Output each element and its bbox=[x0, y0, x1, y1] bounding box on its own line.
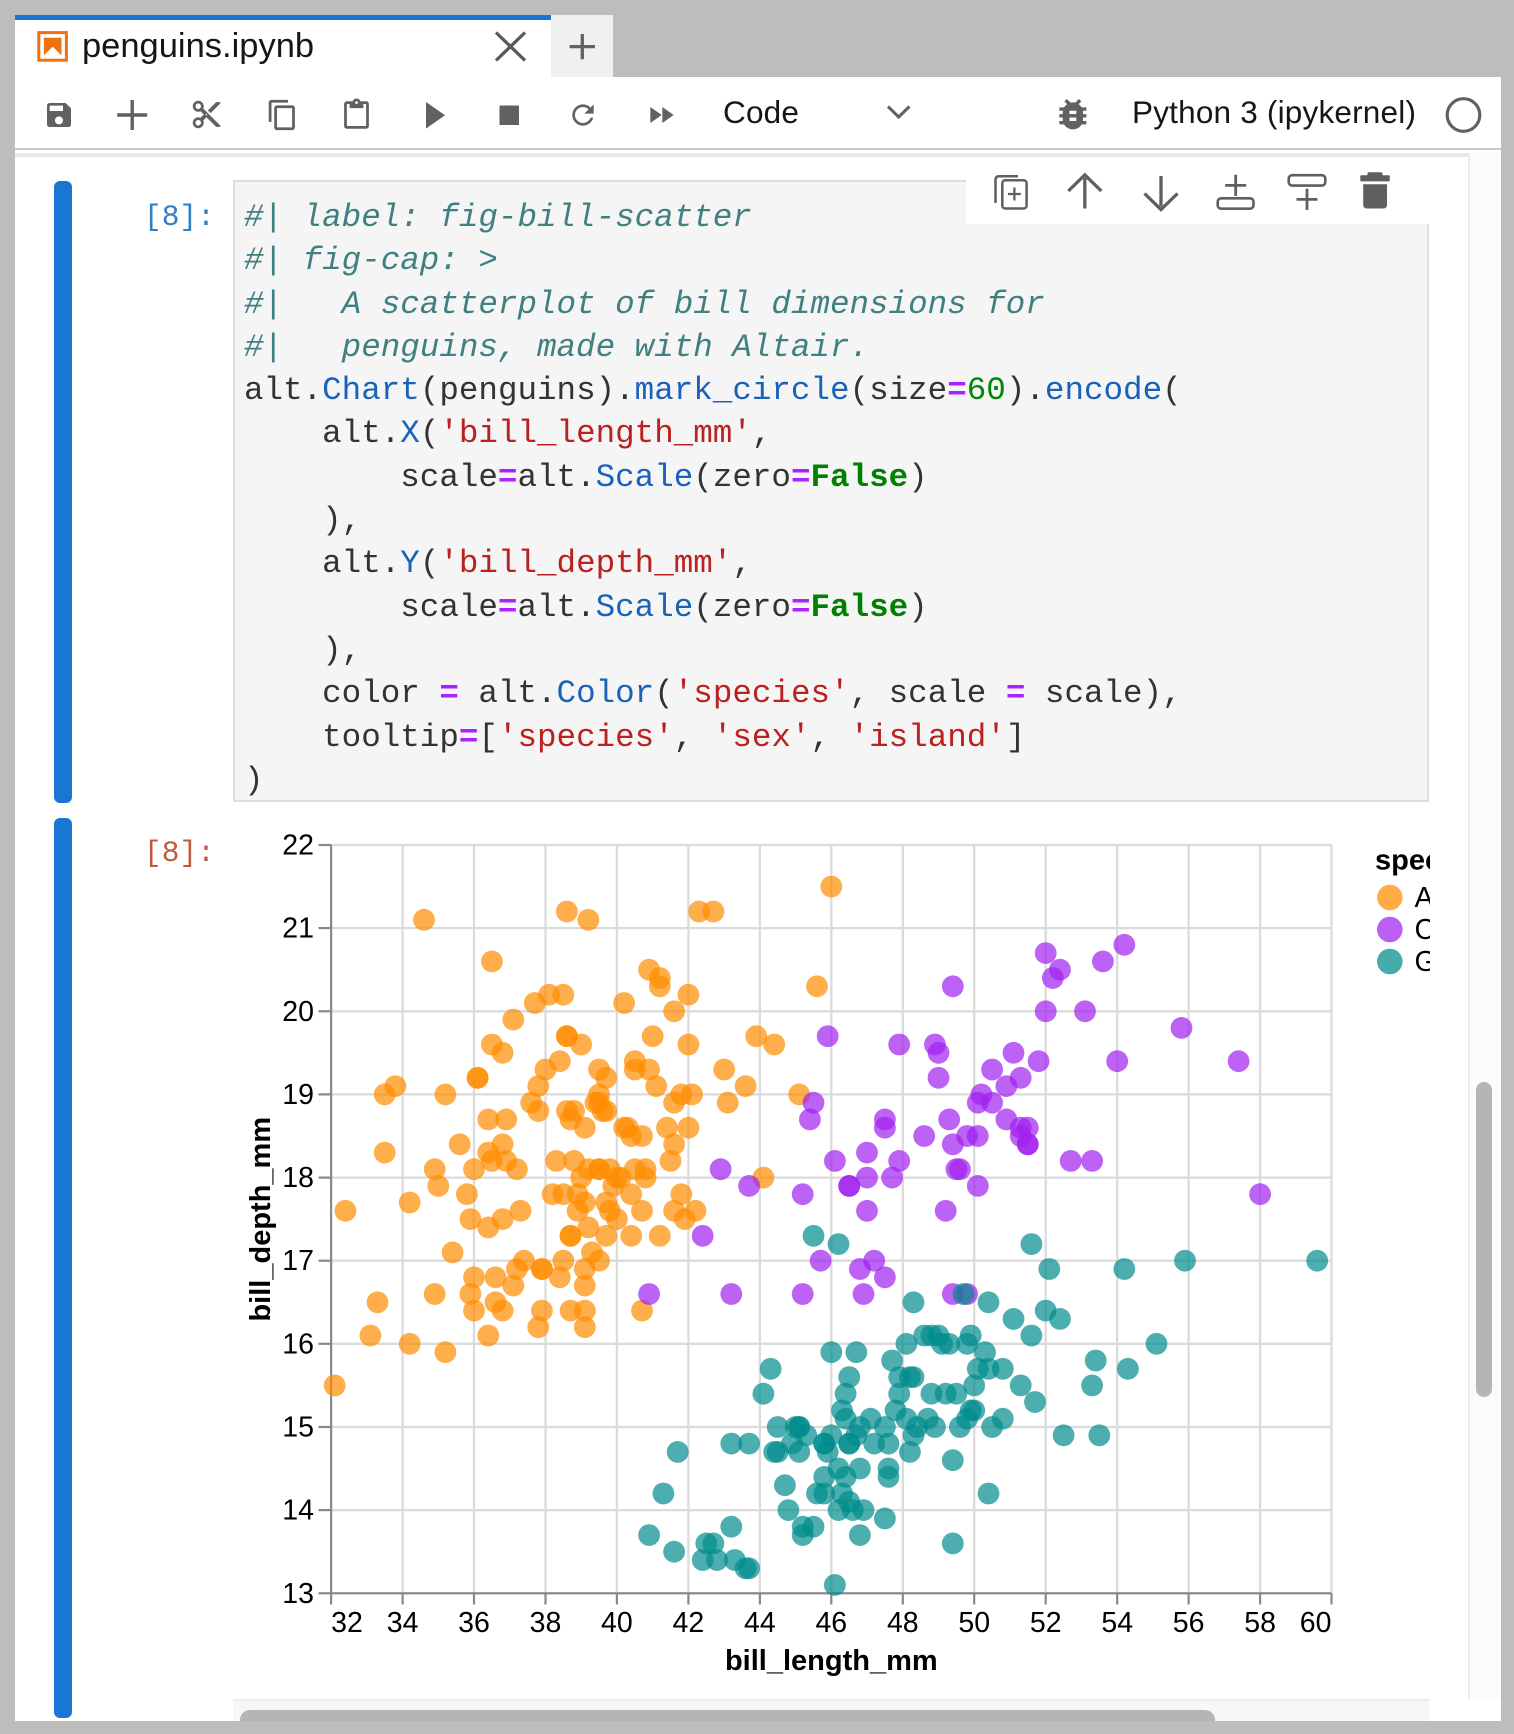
svg-text:15: 15 bbox=[282, 1412, 314, 1444]
svg-text:Chinstrap: Chinstrap bbox=[1415, 914, 1431, 946]
svg-text:44: 44 bbox=[744, 1607, 776, 1639]
svg-text:56: 56 bbox=[1173, 1607, 1205, 1639]
svg-text:58: 58 bbox=[1244, 1607, 1276, 1639]
svg-text:36: 36 bbox=[458, 1607, 490, 1639]
svg-text:Gentoo: Gentoo bbox=[1415, 946, 1431, 978]
svg-text:50: 50 bbox=[958, 1607, 990, 1639]
svg-text:16: 16 bbox=[282, 1328, 314, 1360]
svg-text:18: 18 bbox=[282, 1162, 314, 1194]
svg-text:bill_length_mm: bill_length_mm bbox=[725, 1645, 938, 1677]
svg-text:bill_depth_mm: bill_depth_mm bbox=[245, 1117, 277, 1322]
svg-text:34: 34 bbox=[387, 1607, 419, 1639]
svg-text:32: 32 bbox=[331, 1607, 363, 1639]
svg-text:21: 21 bbox=[282, 913, 314, 945]
svg-text:38: 38 bbox=[530, 1607, 562, 1639]
svg-text:60: 60 bbox=[1300, 1607, 1332, 1639]
svg-text:Adelie: Adelie bbox=[1415, 882, 1431, 914]
svg-text:46: 46 bbox=[815, 1607, 847, 1639]
svg-text:22: 22 bbox=[282, 830, 314, 862]
svg-text:species: species bbox=[1375, 845, 1430, 877]
svg-text:40: 40 bbox=[601, 1607, 633, 1639]
svg-text:54: 54 bbox=[1101, 1607, 1133, 1639]
svg-text:13: 13 bbox=[282, 1578, 314, 1610]
svg-text:20: 20 bbox=[282, 996, 314, 1028]
svg-text:19: 19 bbox=[282, 1079, 314, 1111]
svg-text:52: 52 bbox=[1030, 1607, 1062, 1639]
svg-text:17: 17 bbox=[282, 1245, 314, 1277]
svg-text:42: 42 bbox=[673, 1607, 705, 1639]
svg-text:14: 14 bbox=[282, 1495, 314, 1527]
svg-text:48: 48 bbox=[887, 1607, 919, 1639]
